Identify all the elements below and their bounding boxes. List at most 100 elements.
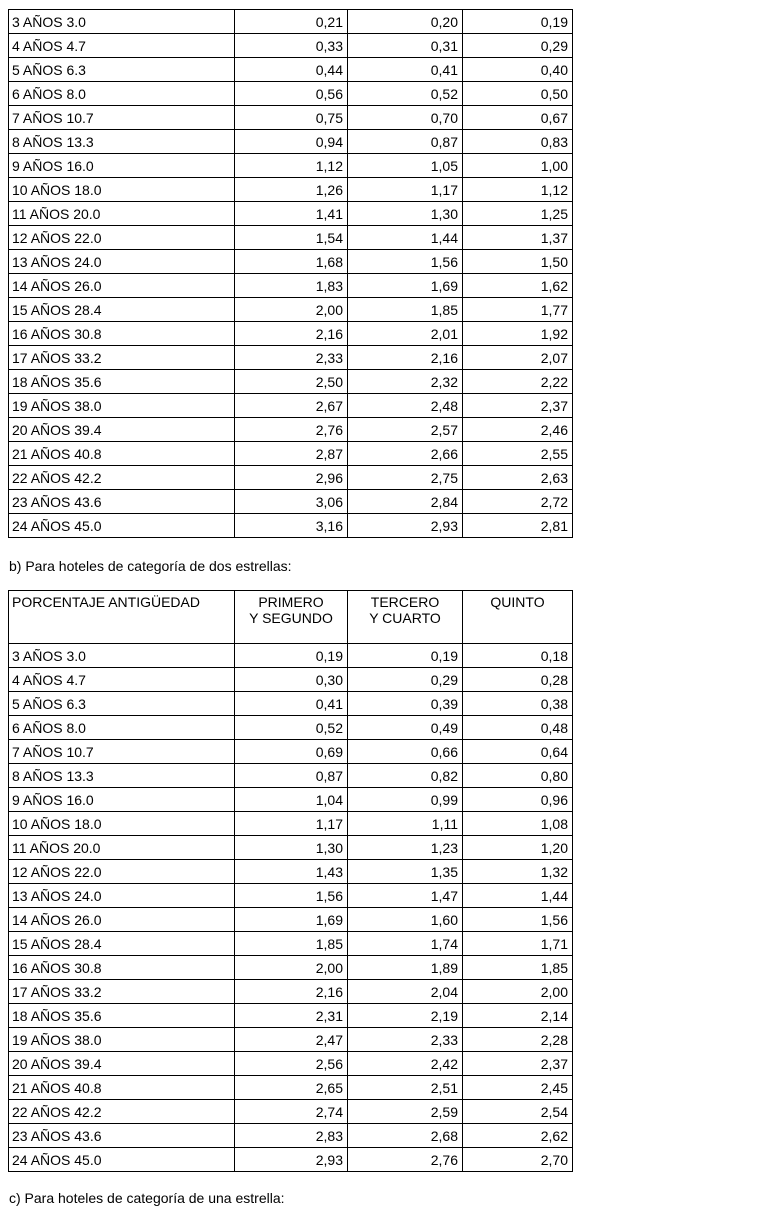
row-value: 2,57 [347, 417, 463, 442]
row-value: 1,68 [234, 249, 348, 274]
table-row: 20 AÑOS 39.4 2,56 2,42 2,37 [8, 1051, 573, 1076]
header-quinto: QUINTO [462, 590, 573, 644]
row-value: 0,19 [347, 643, 463, 668]
table-three-stars-continuation: 3 AÑOS 3.0 0,21 0,20 0,19 4 AÑOS 4.7 0,33 0,31… [8, 9, 573, 538]
row-value: 2,00 [234, 297, 348, 322]
row-label: 6 AÑOS 8.0 [8, 81, 235, 106]
header-primero-y-segundo: PRIMERO Y SEGUNDO [234, 590, 348, 644]
table-row: 4 AÑOS 4.7 0,33 0,31 0,29 [8, 33, 573, 58]
row-label: 10 AÑOS 18.0 [8, 177, 235, 202]
row-value: 2,66 [347, 441, 463, 466]
row-label: 13 AÑOS 24.0 [8, 249, 235, 274]
row-value: 0,83 [462, 129, 573, 154]
table-row: 6 AÑOS 8.0 0,56 0,52 0,50 [8, 81, 573, 106]
row-value: 0,44 [234, 57, 348, 82]
row-value: 1,83 [234, 273, 348, 298]
row-value: 2,93 [347, 513, 463, 538]
row-value: 0,87 [234, 763, 348, 788]
row-value: 2,76 [347, 1147, 463, 1172]
row-value: 0,52 [347, 81, 463, 106]
row-value: 1,69 [347, 273, 463, 298]
table-row: 4 AÑOS 4.7 0,30 0,29 0,28 [8, 667, 573, 692]
row-label: 20 AÑOS 39.4 [8, 417, 235, 442]
row-label: 16 AÑOS 30.8 [8, 955, 235, 980]
table-two-stars-body: 3 AÑOS 3.0 0,19 0,19 0,18 4 AÑOS 4.7 0,30 0,29… [8, 643, 573, 1172]
row-label: 11 AÑOS 20.0 [8, 201, 235, 226]
row-label: 9 AÑOS 16.0 [8, 153, 235, 178]
row-value: 2,56 [234, 1051, 348, 1076]
row-label: 12 AÑOS 22.0 [8, 859, 235, 884]
row-value: 0,40 [462, 57, 573, 82]
row-label: 6 AÑOS 8.0 [8, 715, 235, 740]
row-value: 0,64 [462, 739, 573, 764]
row-value: 0,69 [234, 739, 348, 764]
row-value: 2,50 [234, 369, 348, 394]
row-value: 2,28 [462, 1027, 573, 1052]
row-value: 2,70 [462, 1147, 573, 1172]
row-label: 21 AÑOS 40.8 [8, 441, 235, 466]
row-value: 2,62 [462, 1123, 573, 1148]
row-value: 0,96 [462, 787, 573, 812]
row-label: 16 AÑOS 30.8 [8, 321, 235, 346]
row-value: 1,05 [347, 153, 463, 178]
row-value: 1,25 [462, 201, 573, 226]
row-label: 18 AÑOS 35.6 [8, 1003, 235, 1028]
row-value: 1,89 [347, 955, 463, 980]
row-value: 0,19 [462, 9, 573, 34]
row-value: 1,44 [462, 883, 573, 908]
row-value: 0,75 [234, 105, 348, 130]
row-value: 1,85 [234, 931, 348, 956]
table-three-stars-body: 3 AÑOS 3.0 0,21 0,20 0,19 4 AÑOS 4.7 0,33 0,31… [8, 9, 573, 538]
table-row: 12 AÑOS 22.0 1,43 1,35 1,32 [8, 859, 573, 884]
table-two-stars: PORCENTAJE ANTIGÜEDAD PRIMERO Y SEGUNDO T… [8, 590, 573, 1172]
table-row: 11 AÑOS 20.0 1,41 1,30 1,25 [8, 201, 573, 226]
row-label: 14 AÑOS 26.0 [8, 273, 235, 298]
row-value: 2,16 [234, 979, 348, 1004]
row-label: 19 AÑOS 38.0 [8, 393, 235, 418]
row-value: 1,41 [234, 201, 348, 226]
row-value: 2,33 [347, 1027, 463, 1052]
row-value: 1,00 [462, 153, 573, 178]
row-value: 1,56 [462, 907, 573, 932]
row-value: 0,56 [234, 81, 348, 106]
section-c-caption: c) Para hoteles de categoría de una estr… [9, 1190, 285, 1206]
table-row: 9 AÑOS 16.0 1,12 1,05 1,00 [8, 153, 573, 178]
header-line: Y SEGUNDO [249, 610, 333, 626]
row-value: 1,54 [234, 225, 348, 250]
row-value: 2,00 [462, 979, 573, 1004]
row-label: 24 AÑOS 45.0 [8, 513, 235, 538]
row-value: 0,29 [347, 667, 463, 692]
row-value: 0,18 [462, 643, 573, 668]
row-value: 0,82 [347, 763, 463, 788]
row-value: 1,44 [347, 225, 463, 250]
row-value: 2,46 [462, 417, 573, 442]
row-value: 1,60 [347, 907, 463, 932]
row-value: 1,50 [462, 249, 573, 274]
header-line: PRIMERO [258, 594, 324, 610]
row-value: 2,65 [234, 1075, 348, 1100]
row-value: 1,08 [462, 811, 573, 836]
table-row: 3 AÑOS 3.0 0,19 0,19 0,18 [8, 643, 573, 668]
table-row: 16 AÑOS 30.8 2,16 2,01 1,92 [8, 321, 573, 346]
table-row: 7 AÑOS 10.7 0,75 0,70 0,67 [8, 105, 573, 130]
row-label: 17 AÑOS 33.2 [8, 345, 235, 370]
row-value: 2,47 [234, 1027, 348, 1052]
header-line: PORCENTAJE ANTIGÜEDAD [12, 594, 200, 610]
row-label: 21 AÑOS 40.8 [8, 1075, 235, 1100]
row-value: 2,83 [234, 1123, 348, 1148]
section-b-caption: b) Para hoteles de categoría de dos estr… [9, 558, 292, 574]
table-row: 24 AÑOS 45.0 3,16 2,93 2,81 [8, 513, 573, 538]
row-label: 5 AÑOS 6.3 [8, 691, 235, 716]
table-two-stars-header: PORCENTAJE ANTIGÜEDAD PRIMERO Y SEGUNDO T… [8, 590, 573, 644]
row-value: 2,31 [234, 1003, 348, 1028]
row-value: 1,71 [462, 931, 573, 956]
row-value: 1,77 [462, 297, 573, 322]
row-value: 2,32 [347, 369, 463, 394]
table-row: 5 AÑOS 6.3 0,44 0,41 0,40 [8, 57, 573, 82]
row-value: 2,16 [234, 321, 348, 346]
row-value: 2,14 [462, 1003, 573, 1028]
row-value: 1,04 [234, 787, 348, 812]
table-row: 10 AÑOS 18.0 1,17 1,11 1,08 [8, 811, 573, 836]
row-label: 4 AÑOS 4.7 [8, 667, 235, 692]
row-label: 7 AÑOS 10.7 [8, 105, 235, 130]
